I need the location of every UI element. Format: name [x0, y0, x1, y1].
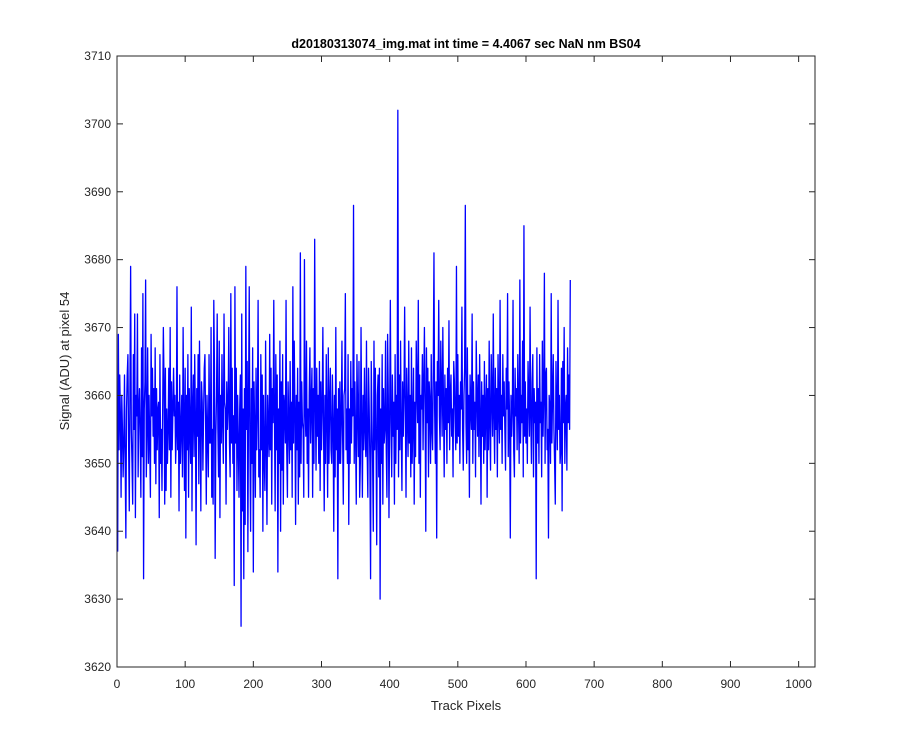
y-tick-label-2: 3640: [84, 524, 111, 538]
y-tick-label-4: 3660: [84, 388, 111, 402]
y-tick-label-9: 3710: [84, 49, 111, 63]
x-tick-label-3: 300: [311, 677, 331, 691]
x-tick-label-9: 900: [720, 677, 740, 691]
axes-box: [116, 55, 816, 668]
x-tick-label-10: 1000: [785, 677, 812, 691]
x-axis: 0 100 200 300 400 500 600 700 800 900 1000: [114, 56, 812, 691]
x-tick-label-2: 200: [243, 677, 263, 691]
x-tick-label-5: 500: [448, 677, 468, 691]
series-layer: [117, 109, 571, 627]
y-tick-label-5: 3670: [84, 321, 111, 335]
x-tick-label-7: 700: [584, 677, 604, 691]
series-line-0: [117, 109, 571, 627]
x-tick-label-0: 0: [114, 677, 121, 691]
y-tick-label-8: 3700: [84, 117, 111, 131]
x-tick-label-4: 400: [380, 677, 400, 691]
y-axis-label: Signal (ADU) at pixel 54: [57, 292, 72, 431]
y-tick-label-0: 3620: [84, 660, 111, 674]
x-axis-label: Track Pixels: [431, 698, 502, 713]
x-tick-label-1: 100: [175, 677, 195, 691]
x-tick-label-8: 800: [652, 677, 672, 691]
y-tick-label-6: 3680: [84, 253, 111, 267]
chart-title: d20180313074_img.mat int time = 4.4067 s…: [291, 37, 640, 51]
x-tick-label-6: 600: [516, 677, 536, 691]
y-axis: 3620 3630 3640 3650 3660 3670 3680 3690 3700 3710: [84, 49, 815, 674]
y-tick-label-1: 3630: [84, 592, 111, 606]
y-tick-label-3: 3650: [84, 456, 111, 470]
y-tick-label-7: 3690: [84, 185, 111, 199]
